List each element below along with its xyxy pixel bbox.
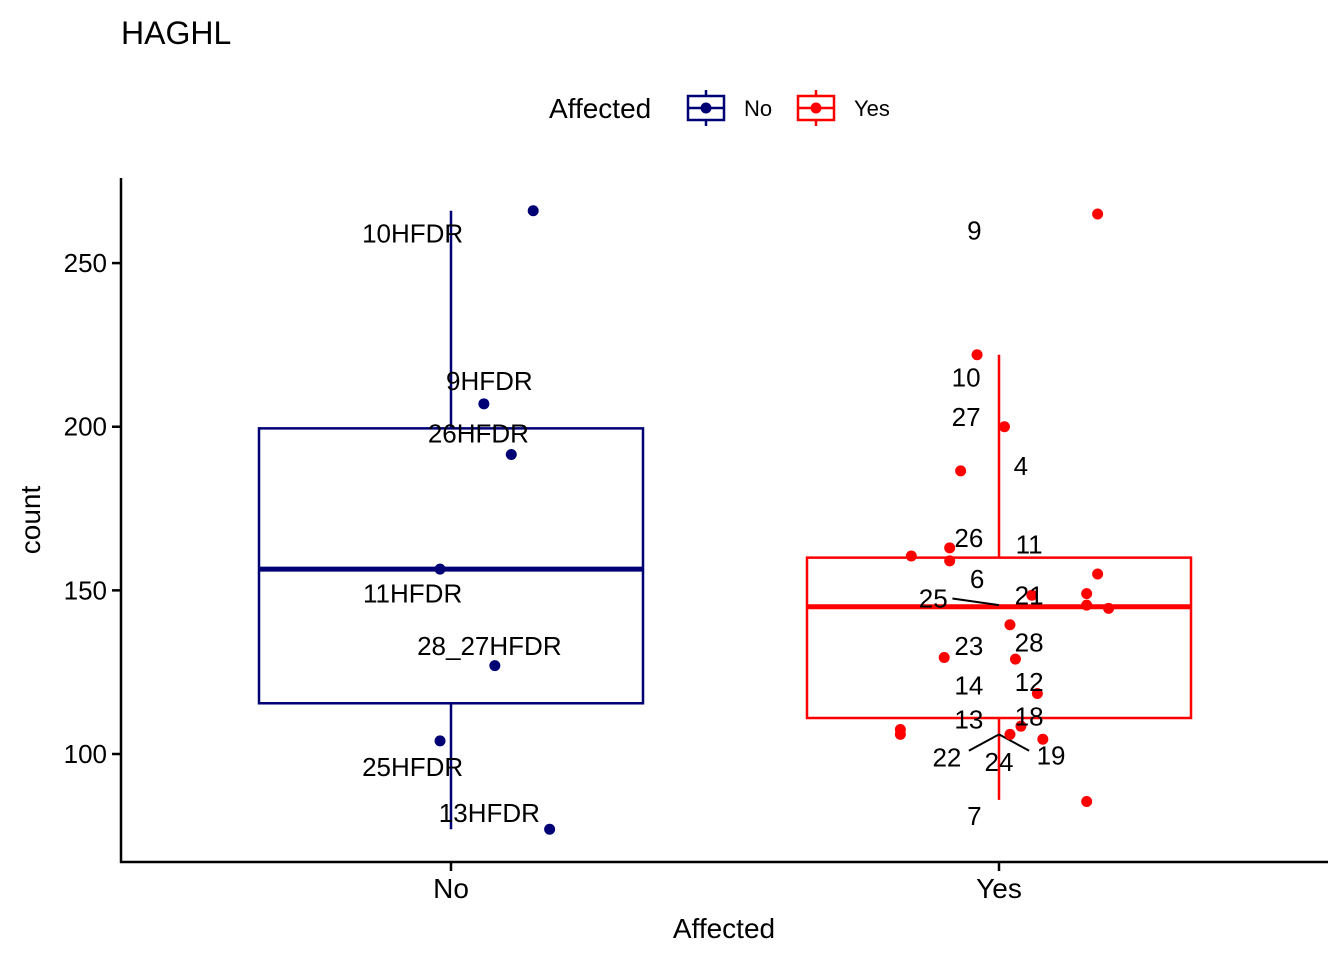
y-tick-label-150: 150 [64,575,107,605]
data-point-no-0 [527,205,539,217]
data-point-yes-21 [1009,653,1021,665]
point-label-19: 19 [1037,741,1066,771]
point-label-10: 10 [952,363,981,393]
point-label-6: 6 [970,564,984,594]
point-label-28: 28 [1015,628,1044,658]
data-point-yes-8 [971,349,983,361]
point-label-9hfdr: 9HFDR [446,366,533,396]
data-point-yes-18 [1103,602,1115,614]
data-point-yes-14 [1092,568,1104,580]
legend-label-no: No [744,96,772,121]
point-label-14: 14 [954,670,983,700]
point-label-26: 26 [954,523,983,553]
box-no-iqr [257,427,645,705]
data-point-yes-23 [1015,720,1027,732]
data-point-yes-26 [1004,728,1016,740]
legend-item-yes: Yes [796,90,890,126]
point-label-23: 23 [954,631,983,661]
leader-line-1 [968,733,1000,752]
data-point-no-2 [505,449,517,461]
legend-label-yes: Yes [854,96,890,121]
data-point-no-6 [544,823,556,835]
data-point-yes-22 [1031,687,1043,699]
point-label-9: 9 [967,215,981,245]
point-label-11: 11 [1016,530,1043,560]
data-point-yes-20 [938,651,950,663]
legend-key-point-no [700,102,712,114]
point-label-18: 18 [1015,701,1044,731]
data-point-yes-28 [1081,795,1093,807]
point-label-21: 21 [1015,580,1044,610]
legend: Affected No Yes [549,90,890,126]
point-label-13: 13 [954,705,983,735]
data-point-yes-12 [905,550,917,562]
point-label-7: 7 [967,801,981,831]
leader-line-2 [998,733,1030,752]
legend-title: Affected [549,93,651,124]
point-label-13hfdr: 13HFDR [439,798,540,828]
legend-key-point-yes [810,102,822,114]
data-point-no-1 [478,398,490,410]
data-point-yes-13 [944,555,956,567]
axes: 100 150 200 250 No Yes [64,178,1328,904]
data-point-yes-15 [1081,588,1093,600]
point-label-26hfdr: 26HFDR [428,418,529,448]
point-label-25hfdr: 25HFDR [362,752,463,782]
data-point-no-4 [489,660,501,672]
point-label-22: 22 [932,742,961,772]
y-axis-title: count [15,486,46,555]
leader-line-0 [952,597,1000,607]
data-point-yes-9 [998,421,1010,433]
data-point-yes-16 [1026,589,1038,601]
legend-item-no: No [686,90,772,126]
y-tick-label-100: 100 [64,739,107,769]
x-tick-label-yes: Yes [976,873,1022,904]
data-point-no-3 [434,563,446,575]
point-label-24: 24 [985,747,1014,777]
data-point-yes-10 [955,465,967,477]
x-axis-title: Affected [673,913,775,944]
x-tick-label-no: No [433,873,469,904]
point-label-12: 12 [1015,667,1044,697]
point-label-25: 25 [919,584,948,614]
data-point-yes-17 [1081,599,1093,611]
data-point-yes-11 [944,542,956,554]
point-label-11hfdr: 11HFDR [363,579,462,609]
y-tick-label-200: 200 [64,412,107,442]
y-tick-label-250: 250 [64,248,107,278]
point-label-28_27hfdr: 28_27HFDR [417,631,562,661]
data-point-yes-25 [894,728,906,740]
data-point-yes-7 [1092,208,1104,220]
data-point-yes-27 [1037,733,1049,745]
point-label-10hfdr: 10HFDR [362,219,463,249]
chart-title: HAGHL [121,15,231,51]
point-label-27: 27 [952,402,981,432]
box-yes-iqr [805,556,1193,720]
data-point-no-5 [434,735,446,747]
point-label-4: 4 [1014,451,1028,481]
data-point-yes-19 [1004,619,1016,631]
